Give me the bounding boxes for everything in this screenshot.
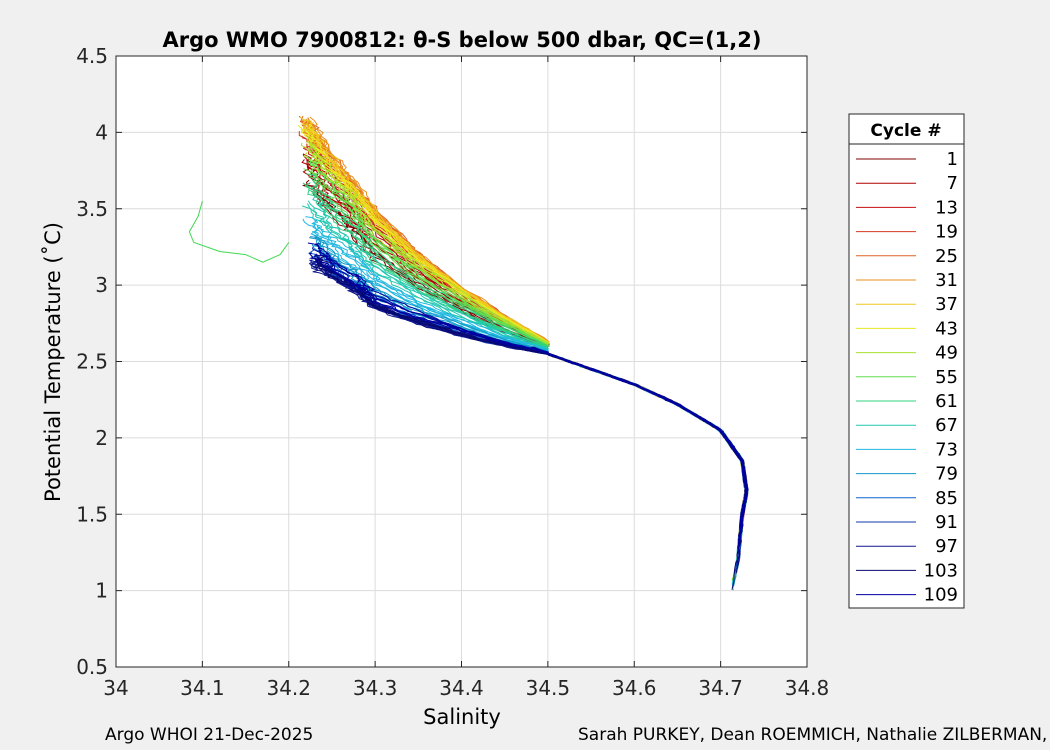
- legend-label-cycle-73: 73: [935, 439, 958, 460]
- axis-ticks: 34 34.1 34.2 34.3 34.4 34.5 34.6 34.7 34.80.511.…: [76, 44, 829, 700]
- legend-label-cycle-103: 103: [924, 560, 958, 581]
- y-tick-label: 4.5: [76, 44, 108, 68]
- legend-label-cycle-49: 49: [935, 343, 958, 364]
- x-tick-label: 34.3: [353, 676, 398, 700]
- y-tick-label: 1.5: [76, 502, 108, 526]
- x-tick-label: 34.6: [612, 676, 657, 700]
- x-tick-label: 34: [103, 676, 128, 700]
- legend-label-cycle-19: 19: [935, 222, 958, 243]
- legend: Cycle # 1 7 13 19 25 31 37 43 49 55 61 67 73 79 85 91 97…: [848, 113, 965, 609]
- y-tick-label: 1: [95, 579, 108, 603]
- y-tick-label: 2.5: [76, 350, 108, 374]
- grid: [116, 56, 807, 667]
- legend-label-cycle-109: 109: [924, 585, 958, 606]
- legend-label-cycle-55: 55: [935, 367, 958, 388]
- y-tick-label: 3.5: [76, 197, 108, 221]
- legend-label-cycle-97: 97: [935, 536, 958, 557]
- x-tick-label: 34.1: [180, 676, 225, 700]
- legend-label-cycle-31: 31: [935, 270, 958, 291]
- legend-label-cycle-85: 85: [935, 488, 958, 509]
- legend-label-cycle-91: 91: [935, 512, 958, 533]
- profile-trace: [307, 242, 748, 554]
- legend-label-cycle-43: 43: [935, 318, 958, 339]
- x-tick-label: 34.7: [698, 676, 743, 700]
- legend-label-cycle-7: 7: [947, 173, 958, 194]
- traces: [188, 115, 749, 591]
- legend-entries: 1 7 13 19 25 31 37 43 49 55 61 67 73 79 85 91 97 103 109: [856, 149, 958, 606]
- footer-credit-right: Sarah PURKEY, Dean ROEMMICH, Nathalie ZI…: [578, 725, 1050, 745]
- x-tick-label: 34.8: [785, 676, 830, 700]
- legend-label-cycle-25: 25: [935, 246, 958, 267]
- y-tick-label: 2: [95, 426, 108, 450]
- y-tick-label: 4: [95, 120, 108, 144]
- legend-label-cycle-61: 61: [935, 391, 958, 412]
- legend-label-cycle-67: 67: [935, 415, 958, 436]
- legend-box: [848, 113, 965, 609]
- outlier-trace: [188, 200, 290, 263]
- footer-credit-left: Argo WHOI 21-Dec-2025: [105, 725, 314, 745]
- legend-label-cycle-79: 79: [935, 464, 958, 485]
- x-axis-label: Salinity: [423, 705, 501, 729]
- x-tick-label: 34.2: [266, 676, 311, 700]
- legend-label-cycle-1: 1: [947, 149, 958, 170]
- x-tick-label: 34.4: [439, 676, 484, 700]
- x-tick-label: 34.5: [526, 676, 571, 700]
- y-tick-label: 3: [95, 273, 108, 297]
- legend-title: Cycle #: [870, 121, 941, 141]
- y-tick-label: 0.5: [76, 655, 108, 679]
- legend-label-cycle-13: 13: [935, 197, 958, 218]
- chart-title: Argo WMO 7900812: θ-S below 500 dbar, QC…: [163, 28, 762, 52]
- y-axis-label: Potential Temperature (˚C): [41, 222, 65, 502]
- legend-label-cycle-37: 37: [935, 294, 958, 315]
